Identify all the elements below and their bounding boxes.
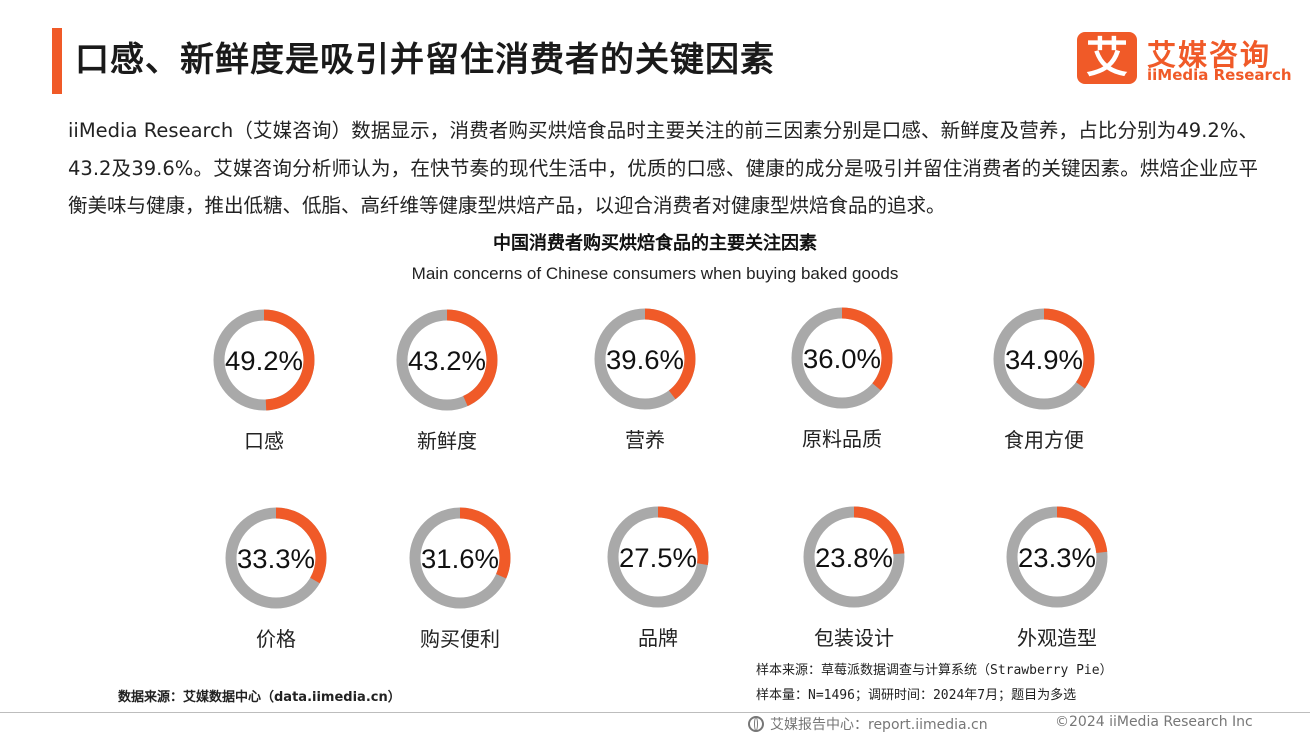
donut-value-arc — [1006, 506, 1108, 608]
footer-report-center: 艾媒报告中心：report.iimedia.cn — [748, 714, 988, 734]
donut-category-label: 营养 — [625, 428, 665, 452]
sample-size: 样本量：N=1496；调研时间：2024年7月；题目为多选 — [756, 688, 1077, 703]
title-accent-bar — [52, 28, 62, 94]
donut-value-label: 33.3% — [237, 544, 315, 574]
donut-value-arc — [791, 307, 893, 409]
donut-category-label: 食用方便 — [1004, 428, 1084, 452]
donut-item: 43.2% 新鲜度 — [396, 309, 498, 453]
logo-cn-text: 艾媒咨询 — [1147, 38, 1272, 72]
globe-icon — [748, 716, 764, 732]
donut-category-label: 包装设计 — [814, 626, 894, 650]
brand-logo: 艾 艾媒咨询 iiMedia Research — [1077, 32, 1292, 86]
donut-value-label: 39.6% — [606, 345, 684, 375]
donut-value-arc — [993, 308, 1095, 410]
donut-category-label: 品牌 — [638, 626, 678, 650]
donut-value-label: 23.3% — [1018, 543, 1096, 573]
donut-value-label: 43.2% — [408, 346, 486, 376]
donut-category-label: 购买便利 — [420, 627, 500, 651]
donut-value-label: 36.0% — [803, 344, 881, 374]
donut-value-arc — [409, 507, 511, 609]
donut-value-arc — [803, 506, 905, 608]
footer-report-text: 艾媒报告中心：report.iimedia.cn — [770, 717, 988, 733]
donut-category-label: 价格 — [256, 627, 296, 651]
donut-value-arc — [594, 308, 696, 410]
donut-value-label: 49.2% — [225, 346, 303, 376]
donut-category-label: 口感 — [244, 429, 284, 453]
donut-value-arc — [396, 309, 498, 411]
donut-value-label: 31.6% — [421, 544, 499, 574]
donut-category-label: 原料品质 — [802, 427, 882, 451]
donut-value-label: 27.5% — [619, 543, 697, 573]
intro-paragraph: iiMedia Research（艾媒咨询）数据显示，消费者购买烘焙食品时主要关… — [68, 119, 1258, 217]
donut-value-arc — [213, 309, 315, 411]
footer-copyright: ©2024 iiMedia Research Inc — [1055, 714, 1253, 730]
donut-item: 49.2% 口感 — [213, 309, 315, 453]
donut-item: 33.3% 价格 — [225, 507, 327, 651]
donut-value-arc — [225, 507, 327, 609]
donut-item: 23.3% 外观造型 — [1006, 506, 1108, 650]
donut-item: 34.9% 食用方便 — [993, 308, 1095, 452]
donut-item: 36.0% 原料品质 — [791, 307, 893, 451]
data-source: 数据来源：艾媒数据中心（data.iimedia.cn） — [118, 690, 401, 705]
donut-category-label: 新鲜度 — [417, 429, 477, 453]
donut-item: 31.6% 购买便利 — [409, 507, 511, 651]
chart-subtitle: Main concerns of Chinese consumers when … — [411, 264, 899, 283]
donut-item: 23.8% 包装设计 — [803, 506, 905, 650]
footer-divider — [0, 712, 1310, 713]
page-title: 口感、新鲜度是吸引并留住消费者的关键因素 — [75, 40, 775, 80]
logo-mark: 艾 — [1077, 32, 1137, 84]
donut-category-label: 外观造型 — [1017, 626, 1097, 650]
donut-value-label: 23.8% — [815, 543, 893, 573]
chart-title: 中国消费者购买烘焙食品的主要关注因素 — [493, 233, 817, 254]
sample-source: 样本来源：草莓派数据调查与计算系统（Strawberry Pie） — [756, 663, 1113, 678]
logo-en-text: iiMedia Research — [1147, 66, 1292, 84]
donut-item: 27.5% 品牌 — [607, 506, 709, 650]
donut-item: 39.6% 营养 — [594, 308, 696, 452]
donut-value-label: 34.9% — [1005, 345, 1083, 375]
donut-value-arc — [607, 506, 709, 608]
